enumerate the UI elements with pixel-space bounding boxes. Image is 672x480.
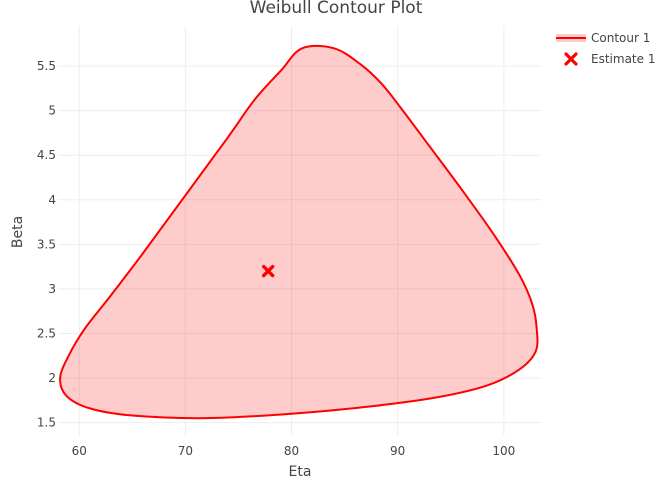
legend-item-contour-1[interactable]: Contour 1 — [556, 31, 650, 45]
legend-x-marker-icon — [564, 52, 578, 66]
x-tick-label: 70 — [178, 444, 193, 458]
x-tick-label: 100 — [492, 444, 515, 458]
y-tick-label: 2.5 — [37, 327, 56, 341]
y-tick-label: 3.5 — [37, 237, 56, 251]
legend-label-contour-1: Contour 1 — [591, 31, 650, 45]
x-axis-ticks: 60 70 80 90 100 — [72, 444, 516, 458]
x-tick-label: 80 — [284, 444, 299, 458]
estimate-1-marker — [261, 264, 275, 278]
y-tick-label: 4.5 — [37, 148, 56, 162]
legend-item-estimate-1[interactable]: Estimate 1 — [564, 52, 655, 66]
x-tick-label: 60 — [72, 444, 87, 458]
legend: Contour 1 Estimate 1 — [556, 31, 655, 66]
y-tick-label: 4 — [48, 193, 56, 207]
contour-1-region — [59, 44, 539, 420]
y-tick-label: 1.5 — [37, 416, 56, 430]
plot-area — [59, 44, 539, 420]
x-tick-label: 90 — [390, 444, 405, 458]
x-axis-title: Eta — [289, 464, 312, 480]
y-axis-title: Beta — [10, 216, 26, 248]
y-tick-label: 3 — [48, 282, 56, 296]
y-axis-ticks: 1.5 2 2.5 3 3.5 4 4.5 5 5.5 — [37, 59, 56, 430]
y-tick-label: 2 — [48, 371, 56, 385]
grid-lines — [58, 26, 541, 436]
y-tick-label: 5.5 — [37, 59, 56, 73]
chart-title: Weibull Contour Plot — [250, 0, 423, 18]
y-tick-label: 5 — [48, 104, 56, 118]
legend-label-estimate-1: Estimate 1 — [591, 52, 655, 66]
